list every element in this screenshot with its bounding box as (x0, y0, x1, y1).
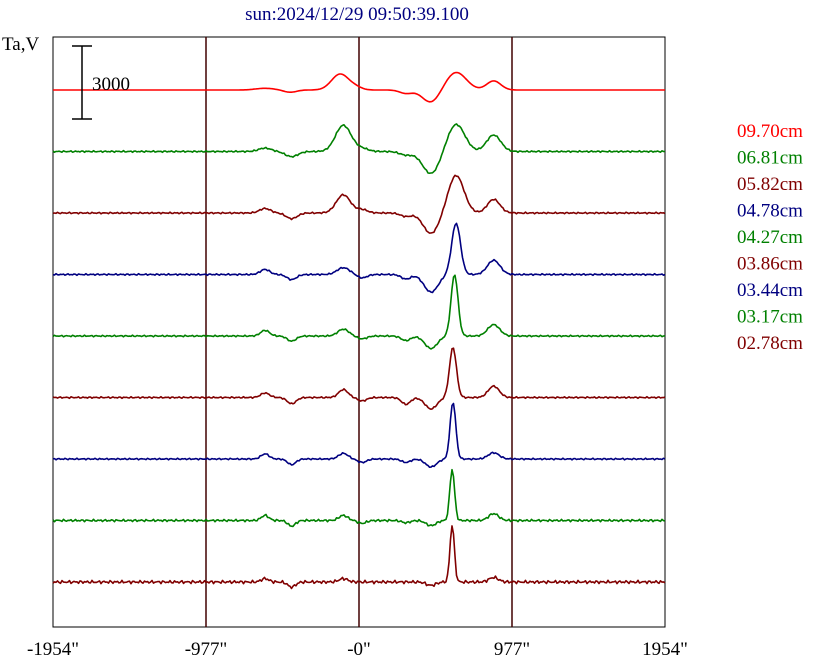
trace-05.82cm (52, 174, 666, 234)
trace-04.27cm (52, 274, 666, 350)
x-tick-labels: -1954" -977" -0" 977" 1954" (27, 639, 688, 660)
legend-entry-7: 03.17cm (737, 307, 803, 328)
legend: 09.70cm 06.81cm 05.82cm 04.78cm 04.27cm 03.86… (737, 121, 803, 354)
trace-09.70cm (53, 71, 665, 103)
trace-06.81cm (52, 123, 666, 174)
legend-entry-5: 03.86cm (737, 254, 803, 275)
trace-02.78cm (52, 525, 666, 590)
x-tick-label-4: 1954" (642, 639, 688, 660)
trace-03.86cm (52, 347, 666, 411)
legend-entry-4: 04.27cm (737, 227, 803, 248)
legend-entry-6: 03.44cm (737, 280, 803, 301)
x-tick-label-1: -977" (185, 639, 228, 660)
x-tick-label-3: 977" (494, 639, 530, 660)
legend-entry-3: 04.78cm (737, 201, 803, 222)
vertical-grid (205, 37, 513, 627)
trace-03.44cm (52, 402, 666, 469)
y-axis-label: Ta,V (2, 34, 39, 55)
trace-04.78cm (52, 222, 666, 294)
traces (52, 71, 666, 590)
legend-entry-0: 09.70cm (737, 121, 803, 142)
x-tick-label-2: -0" (347, 639, 371, 660)
scale-bar-label: 3000 (92, 74, 130, 95)
scale-bar: 3000 (72, 45, 130, 120)
x-tick-label-0: -1954" (27, 639, 79, 660)
chart-title: sun:2024/12/29 09:50:39.100 (245, 4, 469, 25)
legend-entry-2: 05.82cm (737, 174, 803, 195)
legend-entry-1: 06.81cm (737, 148, 803, 169)
trace-03.17cm (52, 468, 666, 528)
legend-entry-8: 02.78cm (737, 333, 803, 354)
